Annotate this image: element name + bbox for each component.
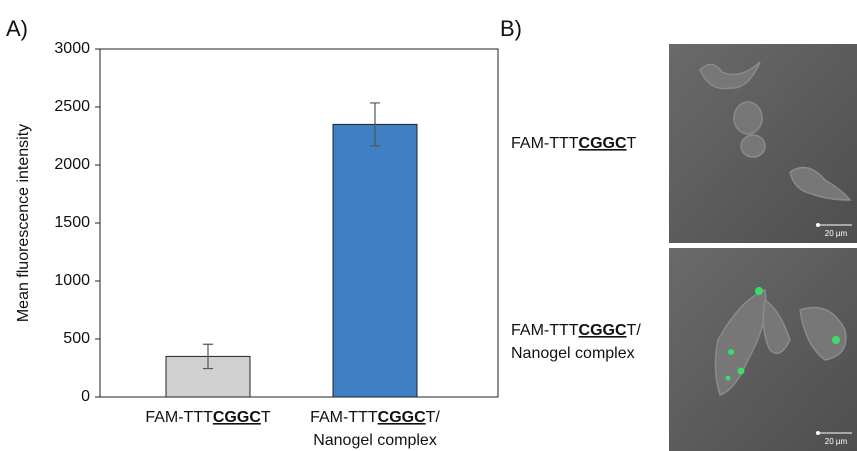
label-part: FAM-TTT xyxy=(310,409,378,426)
y-tick-label: 1500 xyxy=(54,214,90,231)
label-part: T xyxy=(261,409,271,426)
y-tick-label: 2500 xyxy=(54,98,90,115)
label-part: FAM-TTT xyxy=(511,135,579,152)
label-part: T/ xyxy=(627,322,642,339)
micrograph xyxy=(669,44,857,451)
label-part: Nanogel complex xyxy=(313,432,437,449)
bar xyxy=(333,124,417,397)
label: FAM-TTTCGGCT/Nanogel complex xyxy=(511,322,641,362)
label-part: Nanogel complex xyxy=(511,345,635,362)
scale-bar-label: 20 µm xyxy=(825,229,848,238)
y-axis-label: Mean fluorescence intensity xyxy=(15,124,32,322)
figure: A) B) Mean fluorescence intensity 0 500 10… xyxy=(0,0,857,451)
y-tick-label: 3000 xyxy=(54,40,90,57)
label: FAM-TTTCGGCT xyxy=(145,409,271,426)
label: FAM-TTTCGGCT xyxy=(511,135,637,152)
label: FAM-TTTCGGCT/Nanogel complex xyxy=(310,409,440,449)
label-part: FAM-TTT xyxy=(145,409,213,426)
label-part: CGGC xyxy=(579,135,627,152)
label-part: T/ xyxy=(426,409,441,426)
label-part: CGGC xyxy=(378,409,426,426)
y-tick-label: 2000 xyxy=(54,156,90,173)
label-part: CGGC xyxy=(213,409,261,426)
plot-frame xyxy=(100,49,498,397)
y-tick-label: 0 xyxy=(81,388,90,405)
panel-label: B) xyxy=(500,16,522,41)
label-part: CGGC xyxy=(579,322,627,339)
label-part: T xyxy=(627,135,637,152)
y-tick-label: 1000 xyxy=(54,272,90,289)
panel-label: A) xyxy=(6,16,28,41)
y-tick-label: 500 xyxy=(63,330,90,347)
scale-bar-label: 20 µm xyxy=(825,437,848,446)
label-part: FAM-TTT xyxy=(511,322,579,339)
